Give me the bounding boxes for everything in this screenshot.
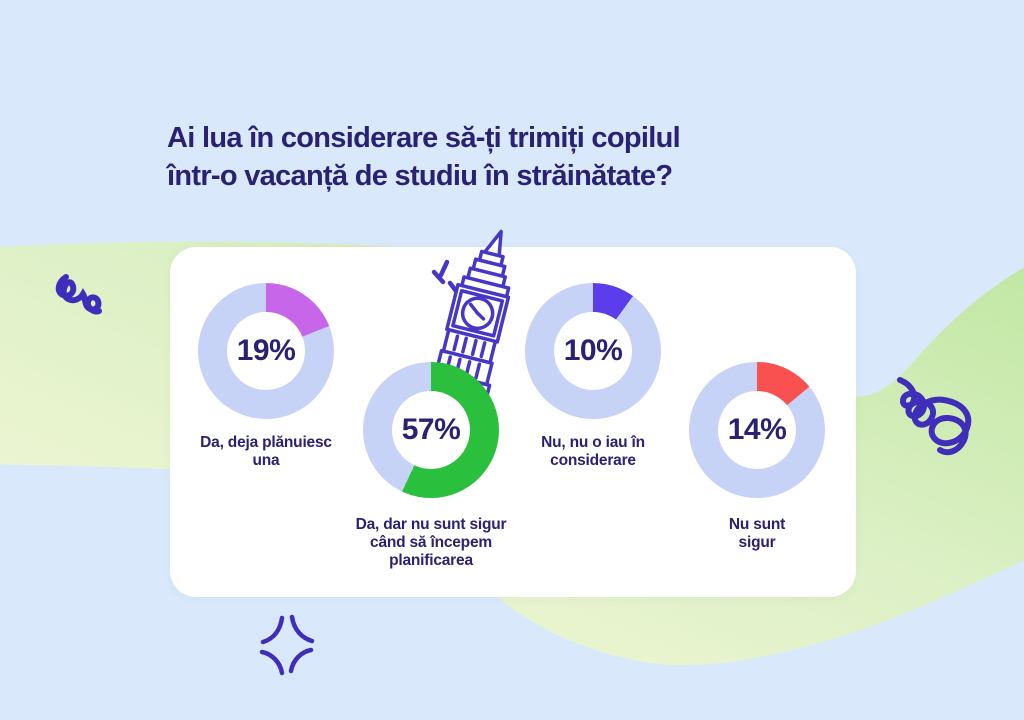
donut-value-3: 10% <box>563 334 623 367</box>
donut-chart-da-deja-planuiesc: 19% <box>198 283 334 419</box>
donut-label-3: Nu, nu o iau în considerare <box>541 434 645 469</box>
sparkle-icon <box>259 614 315 676</box>
donut-label-4: Nu sunt sigur <box>728 516 786 551</box>
big-ben-icon <box>428 229 511 399</box>
donut-chart-da-dar-nu-sunt-sigur: 57% <box>363 362 499 498</box>
donut-hole-1: 19% <box>227 312 305 390</box>
squiggle-right-icon <box>897 377 972 456</box>
donut-label-2: Da, dar nu sunt sigur când să începem pl… <box>355 516 507 569</box>
page-title: Ai lua în considerare să-ți trimiți copi… <box>167 119 807 195</box>
donut-chart-nu-nu-o-iau-in-considerare: 10% <box>525 283 661 419</box>
page-title-line-2: într-o vacanță de studiu în străinătate? <box>167 160 673 193</box>
squiggle-left-icon <box>55 274 102 315</box>
donut-value-4: 14% <box>727 413 787 446</box>
donut-value-2: 57% <box>401 413 461 446</box>
donut-label-1: Da, deja plănuiesc una <box>200 434 332 469</box>
page-title-line-1: Ai lua în considerare să-ți trimiți copi… <box>167 122 681 155</box>
donut-hole-2: 57% <box>392 391 470 469</box>
speed-lines-icon <box>431 259 459 294</box>
donut-chart-nu-sunt-sigur: 14% <box>689 362 825 498</box>
donut-hole-3: 10% <box>554 312 632 390</box>
donut-hole-4: 14% <box>718 391 796 469</box>
donut-value-1: 19% <box>236 334 296 367</box>
